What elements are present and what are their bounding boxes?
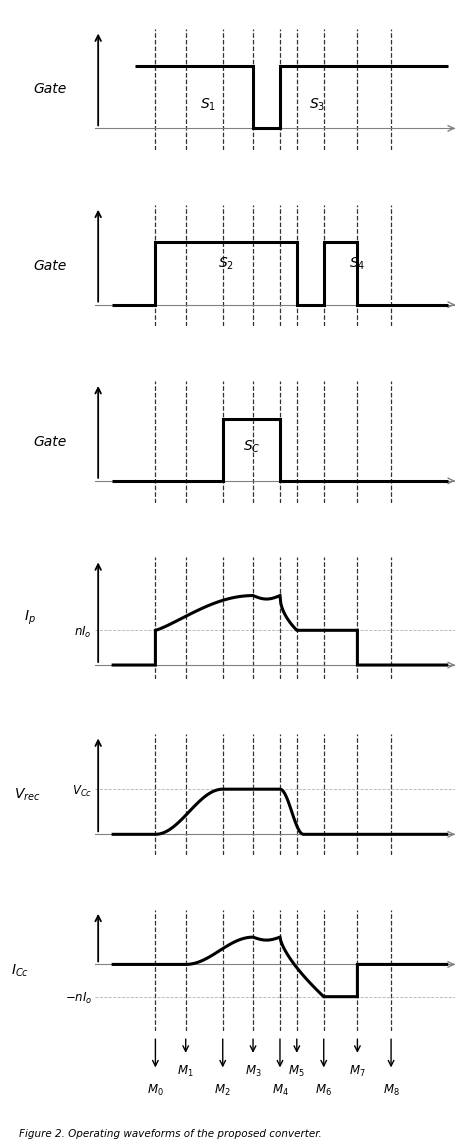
Text: $S_C$: $S_C$: [243, 439, 260, 455]
Text: $M_4$: $M_4$: [272, 1083, 288, 1098]
Text: $M_0$: $M_0$: [147, 1083, 164, 1098]
Text: $M_7$: $M_7$: [349, 1065, 366, 1080]
Text: Figure 2. Operating waveforms of the proposed converter.: Figure 2. Operating waveforms of the pro…: [19, 1129, 322, 1139]
Y-axis label: Gate: Gate: [34, 83, 67, 96]
Text: $M_3$: $M_3$: [245, 1065, 261, 1080]
Text: $M_1$: $M_1$: [177, 1065, 194, 1080]
Text: $S_1$: $S_1$: [200, 96, 216, 113]
Text: $M_5$: $M_5$: [289, 1065, 305, 1080]
Y-axis label: Gate: Gate: [34, 259, 67, 273]
Y-axis label: $V_{rec}$: $V_{rec}$: [14, 786, 41, 802]
Text: $S_3$: $S_3$: [309, 96, 325, 113]
Text: $S_4$: $S_4$: [349, 256, 365, 273]
Text: $M_2$: $M_2$: [214, 1083, 231, 1098]
Y-axis label: Gate: Gate: [34, 434, 67, 449]
Text: $M_6$: $M_6$: [315, 1083, 332, 1098]
Text: $M_8$: $M_8$: [383, 1083, 400, 1098]
Y-axis label: $I_p$: $I_p$: [24, 609, 36, 627]
Y-axis label: $I_{Cc}$: $I_{Cc}$: [11, 963, 29, 979]
Text: $S_2$: $S_2$: [218, 256, 234, 273]
